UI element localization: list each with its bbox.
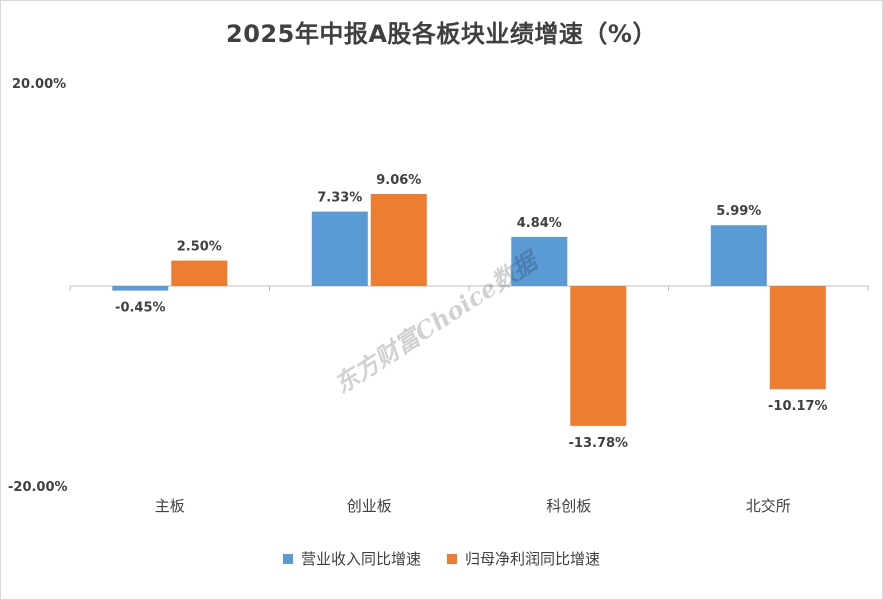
legend-swatch-profit [447, 553, 457, 564]
category-label-3: 北交所 [746, 497, 791, 515]
bar-profit-0 [171, 260, 228, 286]
data-label-revenue-2: 4.84% [517, 216, 562, 231]
chart-title: 2025年中报A股各板块业绩增速（%） [226, 20, 657, 48]
legend: 营业收入同比增速 归母净利润同比增速 [0, 548, 883, 569]
bar-revenue-0 [112, 286, 169, 291]
bars-layer [69, 194, 869, 426]
category-label-2: 科创板 [546, 497, 591, 515]
y-tick-bottom: -20.00% [8, 480, 68, 495]
bar-profit-1 [370, 194, 427, 286]
data-label-revenue-1: 7.33% [317, 191, 362, 206]
data-label-profit-2: -13.78% [569, 436, 629, 451]
bar-profit-3 [769, 286, 826, 390]
data-label-profit-0: 2.50% [177, 240, 222, 255]
bar-profit-2 [570, 286, 627, 426]
legend-item-revenue: 营业收入同比增速 [282, 548, 421, 569]
legend-label-profit: 归母净利润同比增速 [465, 550, 601, 568]
bar-revenue-2 [511, 236, 568, 286]
legend-label-revenue: 营业收入同比增速 [300, 550, 421, 568]
data-labels-layer: -0.45% 2.50% 7.33% 9.06% 4.84% -13.78% 5.99% -1… [115, 173, 828, 451]
data-label-revenue-0: -0.45% [115, 301, 166, 316]
legend-swatch-revenue [282, 553, 293, 564]
bar-revenue-3 [710, 225, 767, 286]
category-labels-layer: 主板 创业板 科创板 北交所 [155, 497, 791, 515]
legend-item-profit: 归母净利润同比增速 [447, 548, 600, 569]
category-label-1: 创业板 [347, 497, 392, 515]
data-label-profit-1: 9.06% [376, 173, 421, 188]
category-label-0: 主板 [155, 497, 185, 515]
y-tick-top: 20.00% [12, 77, 66, 92]
data-label-revenue-3: 5.99% [716, 204, 761, 219]
data-label-profit-3: -10.17% [768, 399, 828, 414]
bar-revenue-1 [311, 211, 368, 286]
